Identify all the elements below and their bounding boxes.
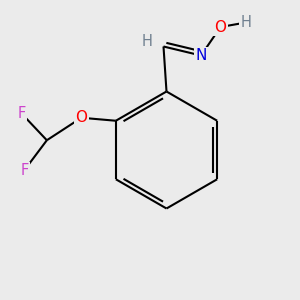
Text: H: H: [241, 15, 251, 30]
Text: F: F: [20, 163, 28, 178]
Text: H: H: [142, 34, 152, 50]
Text: N: N: [195, 48, 207, 63]
Text: O: O: [75, 110, 87, 125]
Text: O: O: [214, 20, 226, 34]
Text: F: F: [17, 106, 26, 121]
